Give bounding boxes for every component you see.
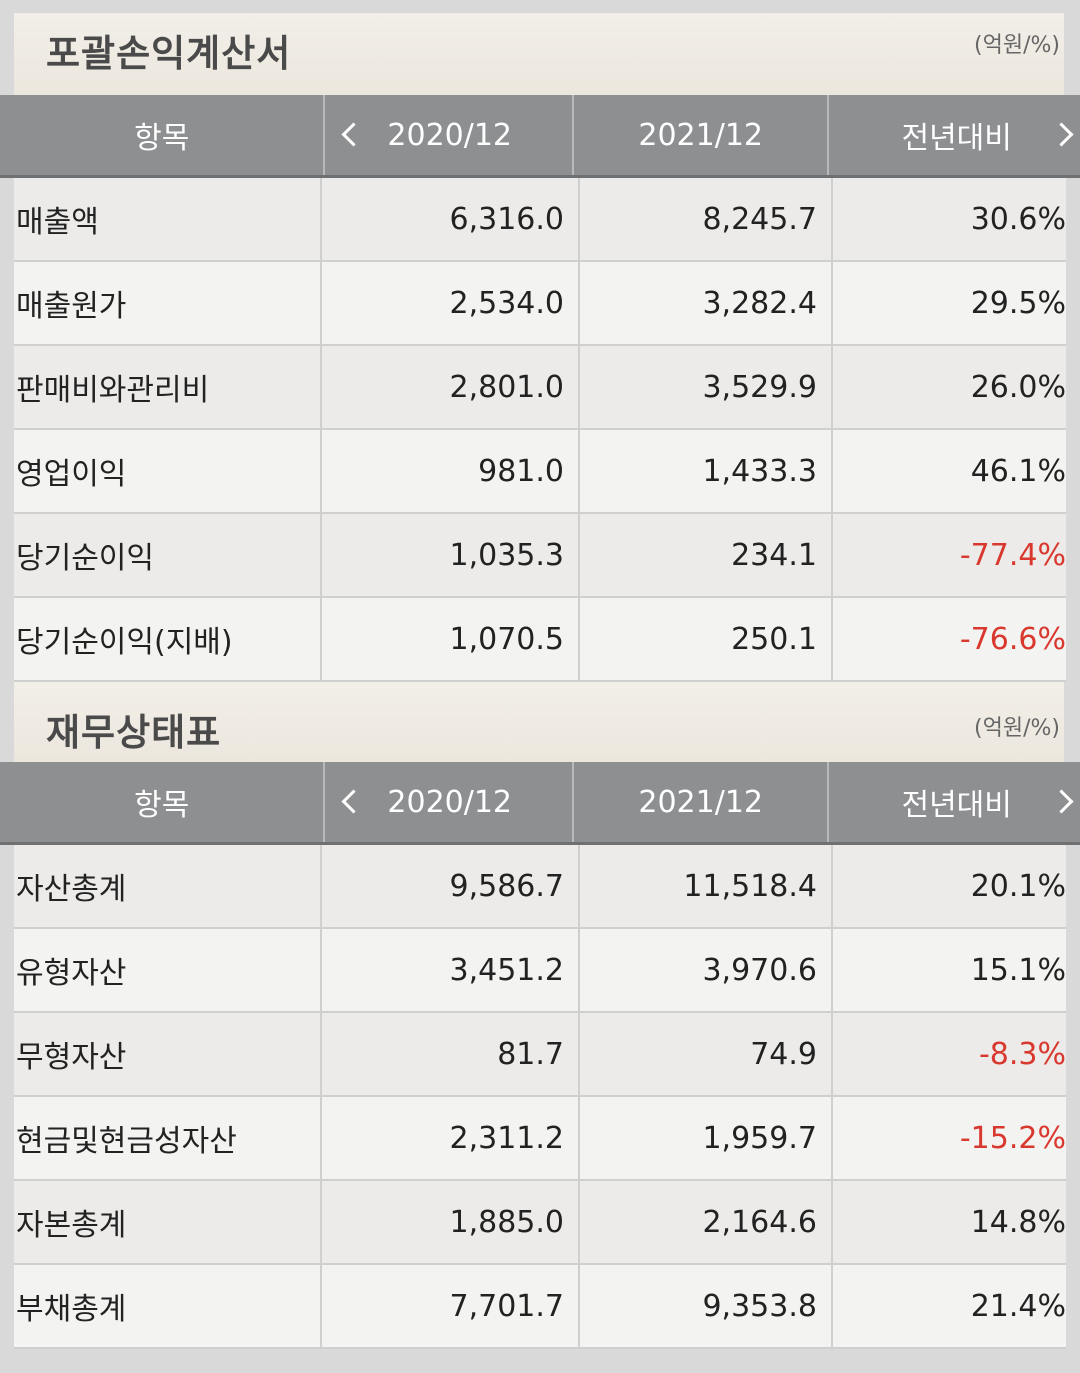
income-section-title: 포괄손익계산서 xyxy=(46,32,292,75)
table-row: 무형자산 81.7 74.9 -8.3% xyxy=(14,1013,1066,1097)
row-value-2020: 981.0 xyxy=(322,430,581,512)
balance-header-yoy[interactable]: 전년대비 xyxy=(829,762,1080,842)
table-row: 부채총계 7,701.7 9,353.8 21.4% xyxy=(14,1265,1066,1349)
row-value-2021: 250.1 xyxy=(580,598,833,680)
row-value-2021: 3,970.6 xyxy=(580,929,833,1011)
table-row: 판매비와관리비 2,801.0 3,529.9 26.0% xyxy=(14,346,1066,430)
balance-header-item: 항목 xyxy=(0,762,326,842)
row-value-yoy: 30.6% xyxy=(970,201,1066,237)
income-unit-label: (억원/%) xyxy=(974,33,1060,58)
row-value-2020: 81.7 xyxy=(322,1013,581,1095)
balance-header-2020[interactable]: 2020/12 xyxy=(325,762,574,842)
row-value-2020: 1,070.5 xyxy=(322,598,581,680)
row-value-2020: 2,534.0 xyxy=(322,262,581,344)
row-value-2020: 3,451.2 xyxy=(322,929,581,1011)
row-value-2020: 2,801.0 xyxy=(322,346,581,428)
row-value-yoy: 14.8% xyxy=(970,1204,1066,1240)
income-header-item: 항목 xyxy=(0,95,326,175)
income-header-2021: 2021/12 xyxy=(574,95,830,175)
row-value-2021: 74.9 xyxy=(580,1013,833,1095)
row-item-label: 유형자산 xyxy=(14,929,323,1011)
row-value-2021: 3,529.9 xyxy=(580,346,833,428)
chevron-right-icon[interactable] xyxy=(1049,122,1074,147)
row-value-2020: 2,311.2 xyxy=(322,1097,581,1179)
row-value-2021: 11,518.4 xyxy=(580,845,833,927)
row-item-label: 자본총계 xyxy=(14,1181,323,1263)
row-value-2021: 3,282.4 xyxy=(580,262,833,344)
row-item-label: 현금및현금성자산 xyxy=(14,1097,323,1179)
row-item-label: 부채총계 xyxy=(14,1265,323,1347)
balance-section-header: 재무상태표 (억원/%) xyxy=(14,682,1064,762)
row-value-yoy: -76.6% xyxy=(959,621,1066,657)
balance-section-title: 재무상태표 xyxy=(46,711,222,754)
row-value-2021: 2,164.6 xyxy=(580,1181,833,1263)
table-row: 당기순이익 1,035.3 234.1 -77.4% xyxy=(14,514,1066,598)
row-item-label: 매출액 xyxy=(14,178,323,260)
income-table-header: 항목 2020/12 2021/12 전년대비 xyxy=(0,95,1080,178)
table-row: 자본총계 1,885.0 2,164.6 14.8% xyxy=(14,1181,1066,1265)
row-value-yoy: -8.3% xyxy=(978,1036,1066,1072)
balance-header-2021: 2021/12 xyxy=(574,762,830,842)
financial-summary-page: 포괄손익계산서 (억원/%) 항목 2020/12 2021/12 전년대비 매… xyxy=(0,13,1080,1373)
row-value-yoy: -15.2% xyxy=(959,1120,1066,1156)
row-item-label: 영업이익 xyxy=(14,430,323,512)
income-header-yoy[interactable]: 전년대비 xyxy=(829,95,1080,175)
row-item-label: 당기순이익(지배) xyxy=(14,598,323,680)
row-value-2020: 1,035.3 xyxy=(322,514,581,596)
row-value-2021: 1,433.3 xyxy=(580,430,833,512)
table-row: 현금및현금성자산 2,311.2 1,959.7 -15.2% xyxy=(14,1097,1066,1181)
income-section-header: 포괄손익계산서 (억원/%) xyxy=(14,13,1064,95)
row-value-2020: 1,885.0 xyxy=(322,1181,581,1263)
row-value-yoy: 26.0% xyxy=(970,369,1066,405)
row-item-label: 당기순이익 xyxy=(14,514,323,596)
row-value-yoy: 20.1% xyxy=(970,868,1066,904)
table-row: 유형자산 3,451.2 3,970.6 15.1% xyxy=(14,929,1066,1013)
row-item-label: 판매비와관리비 xyxy=(14,346,323,428)
row-value-yoy: 29.5% xyxy=(970,285,1066,321)
row-value-2020: 7,701.7 xyxy=(322,1265,581,1347)
row-value-yoy: -77.4% xyxy=(959,537,1066,573)
balance-table-header: 항목 2020/12 2021/12 전년대비 xyxy=(0,762,1080,845)
row-value-2021: 8,245.7 xyxy=(580,178,833,260)
row-value-2021: 234.1 xyxy=(580,514,833,596)
chevron-left-icon[interactable] xyxy=(341,122,366,147)
row-item-label: 매출원가 xyxy=(14,262,323,344)
row-value-2021: 1,959.7 xyxy=(580,1097,833,1179)
row-value-yoy: 15.1% xyxy=(970,952,1066,988)
row-item-label: 무형자산 xyxy=(14,1013,323,1095)
row-value-yoy: 46.1% xyxy=(970,453,1066,489)
table-row: 매출액 6,316.0 8,245.7 30.6% xyxy=(14,178,1066,262)
row-value-2020: 9,586.7 xyxy=(322,845,581,927)
table-row: 자산총계 9,586.7 11,518.4 20.1% xyxy=(14,845,1066,929)
balance-table-body: 자산총계 9,586.7 11,518.4 20.1% 유형자산 3,451.2 3,970… xyxy=(14,845,1066,1349)
chevron-left-icon[interactable] xyxy=(341,789,366,814)
row-value-2021: 9,353.8 xyxy=(580,1265,833,1347)
table-row: 영업이익 981.0 1,433.3 46.1% xyxy=(14,430,1066,514)
balance-unit-label: (억원/%) xyxy=(974,716,1060,741)
table-row: 당기순이익(지배) 1,070.5 250.1 -76.6% xyxy=(14,598,1066,682)
income-table-body: 매출액 6,316.0 8,245.7 30.6% 매출원가 2,534.0 3,282.4… xyxy=(14,178,1066,682)
income-header-2020[interactable]: 2020/12 xyxy=(325,95,574,175)
chevron-right-icon[interactable] xyxy=(1049,789,1074,814)
row-value-2020: 6,316.0 xyxy=(322,178,581,260)
row-item-label: 자산총계 xyxy=(14,845,323,927)
row-value-yoy: 21.4% xyxy=(970,1288,1066,1324)
table-row: 매출원가 2,534.0 3,282.4 29.5% xyxy=(14,262,1066,346)
